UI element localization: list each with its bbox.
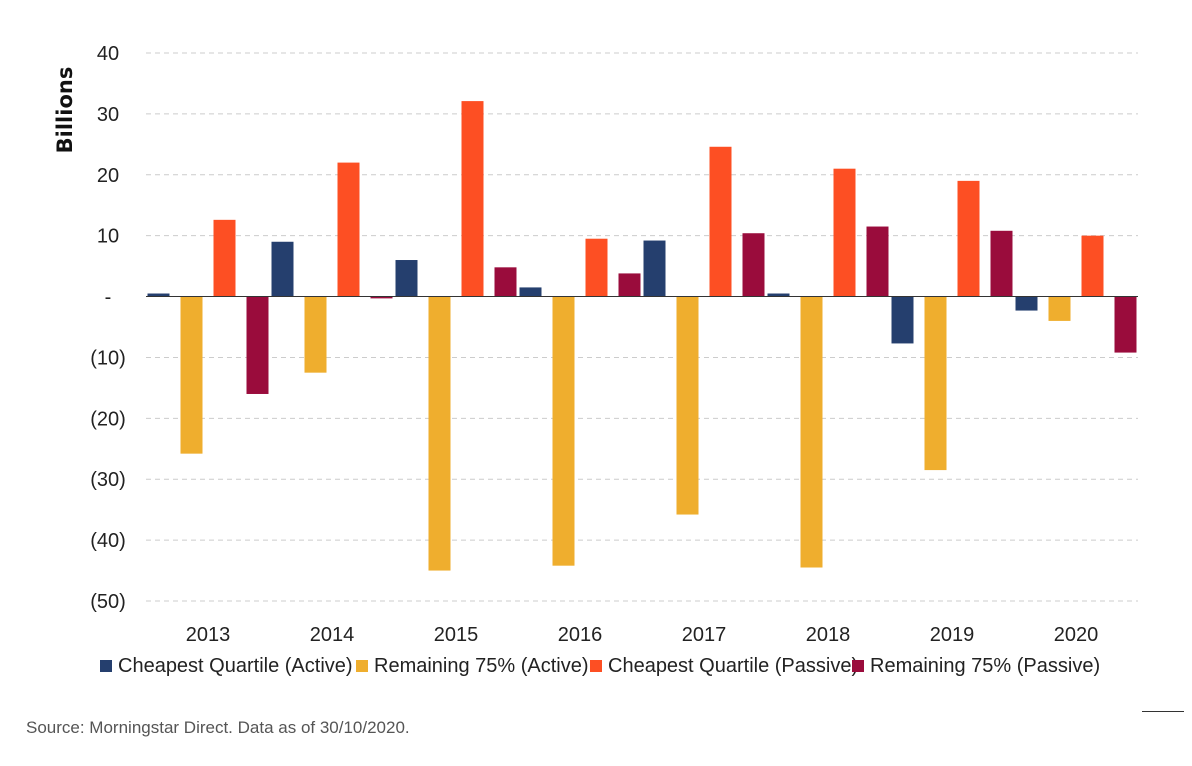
bar xyxy=(585,238,608,297)
bar xyxy=(990,230,1013,297)
bars xyxy=(147,101,1137,571)
bar xyxy=(213,219,236,297)
bar xyxy=(271,241,294,297)
x-tick-label: 2016 xyxy=(558,624,603,646)
x-tick-label: 2013 xyxy=(186,624,231,646)
legend-swatch xyxy=(590,660,602,672)
x-tick-label: 2020 xyxy=(1054,624,1099,646)
bar xyxy=(709,146,732,297)
legend-label: Cheapest Quartile (Passive) xyxy=(608,655,858,677)
bar xyxy=(676,296,699,515)
bar xyxy=(552,296,575,566)
legend-label: Remaining 75% (Active) xyxy=(374,655,589,677)
y-tick-label: 40 xyxy=(97,43,119,65)
bar xyxy=(147,293,170,297)
bar xyxy=(643,240,666,297)
legend-swatch xyxy=(100,660,112,672)
bar xyxy=(1114,296,1137,353)
y-tick-label: (40) xyxy=(90,530,126,552)
y-tick-label: (20) xyxy=(90,408,126,430)
bar xyxy=(304,296,327,373)
bar xyxy=(180,296,203,454)
y-tick-label: 10 xyxy=(97,226,119,248)
bar xyxy=(428,296,451,571)
legend-label: Cheapest Quartile (Active) xyxy=(118,655,353,677)
gridlines xyxy=(146,52,1138,602)
x-tick-label: 2018 xyxy=(806,624,851,646)
y-tick-label: 30 xyxy=(97,104,119,126)
bar xyxy=(742,233,765,297)
x-tick-label: 2019 xyxy=(930,624,975,646)
legend: Cheapest Quartile (Active) Remaining 75% … xyxy=(100,655,1100,677)
bar xyxy=(1081,235,1104,297)
bar xyxy=(957,180,980,297)
bar xyxy=(395,260,418,297)
bar xyxy=(370,296,393,299)
legend-swatch xyxy=(356,660,368,672)
source-note: Source: Morningstar Direct. Data as of 3… xyxy=(26,718,410,737)
legend-label: Remaining 75% (Passive) xyxy=(870,655,1100,677)
y-tick-label: - xyxy=(105,287,112,309)
bar xyxy=(866,226,889,297)
corner-rule xyxy=(1142,711,1184,712)
y-tick-label: (10) xyxy=(90,347,126,369)
bar xyxy=(461,101,484,297)
bar xyxy=(337,162,360,297)
bar xyxy=(618,273,641,297)
x-tick-label: 2014 xyxy=(310,624,355,646)
x-tick-label: 2017 xyxy=(682,624,727,646)
bar xyxy=(800,296,823,568)
bar xyxy=(924,296,947,471)
y-axis-ticks: 40 30 20 10 - (10) (20) (30) (40) (50) xyxy=(90,43,126,613)
x-axis-ticks: 2013 2014 2015 2016 2017 2018 2019 2020 xyxy=(186,624,1099,646)
bar xyxy=(833,168,856,297)
y-tick-label: (30) xyxy=(90,469,126,491)
y-tick-label: 20 xyxy=(97,165,119,187)
y-tick-label: (50) xyxy=(90,591,126,613)
bar xyxy=(767,293,790,297)
y-axis-label: Billions xyxy=(53,67,77,154)
bar xyxy=(494,267,517,297)
bar xyxy=(1015,296,1038,311)
x-tick-label: 2015 xyxy=(434,624,479,646)
bar xyxy=(519,287,542,297)
bar xyxy=(246,296,269,394)
bar xyxy=(1048,296,1071,321)
legend-swatch xyxy=(852,660,864,672)
bar xyxy=(891,296,914,344)
